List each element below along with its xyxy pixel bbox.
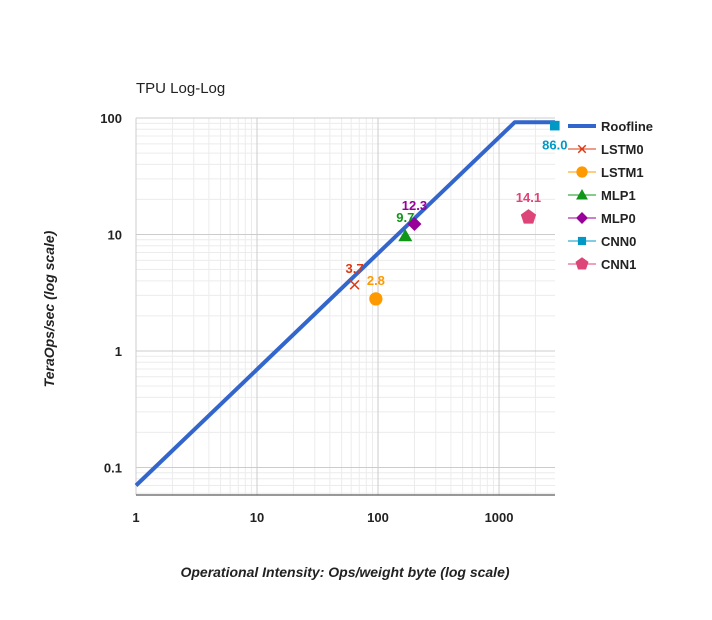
y-axis-label: TeraOps/sec (log scale) bbox=[41, 230, 57, 387]
x-tick-label: 10 bbox=[250, 510, 264, 525]
legend-marker bbox=[577, 144, 587, 154]
y-tick-label: 0.1 bbox=[104, 460, 122, 475]
legend-item-cnn1: CNN1 bbox=[568, 257, 636, 272]
point-mlp0 bbox=[407, 217, 422, 232]
legend-marker bbox=[577, 236, 587, 246]
x-tick-label: 1000 bbox=[485, 510, 514, 525]
x-axis-label: Operational Intensity: Ops/weight byte (… bbox=[180, 564, 509, 580]
y-tick-label: 1 bbox=[115, 344, 122, 359]
data-label-cnn1: 14.1 bbox=[516, 190, 541, 205]
point-mlp1 bbox=[398, 229, 413, 242]
legend-label: Roofline bbox=[601, 119, 653, 134]
legend-label: MLP1 bbox=[601, 188, 636, 203]
x-tick-label: 1 bbox=[132, 510, 139, 525]
chart-title: TPU Log-Log bbox=[136, 80, 225, 97]
legend-label: CNN0 bbox=[601, 234, 636, 249]
axes: 1 10 100 1000 0.1 1 10 100 bbox=[100, 111, 555, 525]
point-lstm1 bbox=[369, 292, 383, 306]
data-label-mlp1: 9.7 bbox=[396, 210, 414, 225]
data-label-mlp0: 12.3 bbox=[402, 198, 427, 213]
legend-label: CNN1 bbox=[601, 257, 636, 272]
legend-label: LSTM1 bbox=[601, 165, 644, 180]
point-lstm0 bbox=[349, 279, 360, 290]
legend-marker bbox=[576, 212, 588, 224]
legend-item-roofline: Roofline bbox=[568, 119, 653, 134]
legend-item-cnn0: CNN0 bbox=[568, 234, 636, 249]
legend-marker bbox=[576, 189, 588, 200]
x-tick-label: 100 bbox=[367, 510, 389, 525]
legend-item-lstm1: LSTM1 bbox=[568, 165, 644, 180]
roofline-series bbox=[134, 120, 555, 487]
legend-item-mlp0: MLP0 bbox=[568, 211, 636, 226]
legend-marker bbox=[576, 166, 588, 178]
legend: Roofline LSTM0 LSTM1 MLP1 MLP0 CNN0 CNN1 bbox=[568, 119, 653, 272]
data-label-lstm1: 2.8 bbox=[367, 273, 385, 288]
legend-marker bbox=[575, 257, 589, 270]
y-tick-label: 10 bbox=[108, 227, 122, 242]
legend-label: LSTM0 bbox=[601, 142, 644, 157]
roofline-line bbox=[134, 120, 555, 487]
y-tick-label: 100 bbox=[100, 111, 122, 126]
legend-item-mlp1: MLP1 bbox=[568, 188, 636, 203]
legend-label: MLP0 bbox=[601, 211, 636, 226]
data-label-lstm0: 3.7 bbox=[346, 261, 364, 276]
legend-item-lstm0: LSTM0 bbox=[568, 142, 644, 157]
data-points: 3.72.8 9.712.3 86.0 14.1 bbox=[346, 120, 567, 306]
point-cnn0 bbox=[549, 120, 560, 131]
data-label-cnn0: 86.0 bbox=[542, 138, 567, 153]
grid bbox=[135, 117, 555, 495]
point-cnn1 bbox=[520, 209, 537, 224]
